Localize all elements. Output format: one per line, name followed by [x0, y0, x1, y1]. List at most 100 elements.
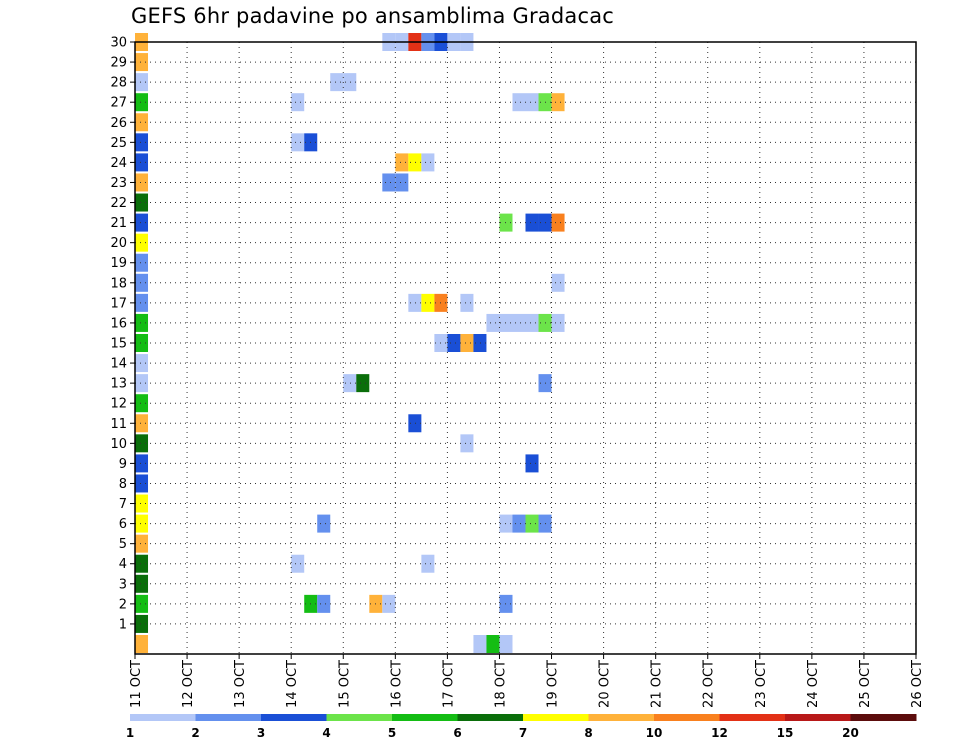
y-tick-label: 28 — [110, 76, 127, 91]
heatmap-cell — [135, 273, 149, 292]
heatmap-cell — [486, 313, 500, 332]
heatmap-cell — [135, 313, 149, 332]
heatmap-cell — [343, 73, 357, 92]
heatmap-cell — [486, 635, 500, 653]
y-tick-label: 22 — [110, 196, 127, 211]
heatmap-cell — [135, 173, 149, 192]
heatmap-cell — [512, 93, 526, 112]
y-tick-label: 3 — [119, 577, 127, 592]
y-tick-label: 13 — [110, 377, 127, 392]
colorbar-label: 3 — [257, 726, 265, 740]
heatmap-cell — [356, 374, 370, 393]
y-tick-label: 10 — [110, 437, 127, 452]
colorbar-label: 5 — [388, 726, 396, 740]
heatmap-cell — [447, 334, 461, 352]
y-tick-label: 26 — [110, 116, 127, 131]
heatmap-cell — [499, 635, 513, 653]
heatmap-cell — [408, 153, 422, 172]
x-tick-label: 16 OCT — [389, 660, 404, 708]
heatmap-cell — [460, 334, 474, 352]
colorbar-swatch — [130, 714, 196, 721]
heatmap-cell — [135, 374, 149, 393]
y-tick-label: 9 — [119, 457, 127, 472]
y-tick-label: 23 — [110, 176, 127, 191]
heatmap-cell — [421, 554, 435, 573]
heatmap-cell — [460, 434, 474, 453]
heatmap-cell — [135, 534, 149, 553]
x-tick-label: 19 OCT — [546, 660, 561, 708]
colorbar-label: 1 — [126, 726, 134, 740]
heatmap-cell — [473, 334, 487, 352]
y-tick-label: 21 — [110, 216, 127, 231]
x-tick-label: 15 OCT — [337, 660, 352, 708]
colorbar-swatch — [654, 714, 720, 721]
heatmap-cell — [473, 635, 487, 653]
heatmap-cell — [551, 273, 565, 292]
y-tick-label: 1 — [119, 617, 127, 632]
colorbar-label: 4 — [322, 726, 330, 740]
colorbar-label: 7 — [519, 726, 527, 740]
heatmap-cell — [382, 594, 396, 613]
heatmap-cell — [135, 354, 149, 373]
heatmap-cell — [291, 133, 305, 152]
heatmap-cell — [135, 334, 149, 352]
heatmap-cell — [291, 93, 305, 112]
y-tick-label: 17 — [110, 296, 127, 311]
x-tick-label: 21 OCT — [650, 660, 665, 708]
heatmap-cell — [135, 73, 149, 92]
heatmap-cell — [135, 594, 149, 613]
heatmap-cell — [512, 514, 526, 533]
y-tick-label: 15 — [110, 337, 127, 352]
heatmap-cell — [551, 213, 565, 232]
x-tick-label: 24 OCT — [806, 660, 821, 708]
x-tick-label: 18 OCT — [493, 660, 508, 708]
colorbar-label: 6 — [453, 726, 461, 740]
heatmap-cell — [135, 554, 149, 573]
heatmap-cell — [395, 153, 409, 172]
heatmap-cell — [330, 73, 344, 92]
y-tick-label: 8 — [119, 477, 127, 492]
x-tick-label: 25 OCT — [858, 660, 873, 708]
colorbar-label: 10 — [646, 726, 663, 740]
y-tick-label: 19 — [110, 256, 127, 271]
heatmap-cell — [317, 514, 331, 533]
heatmap-cell — [525, 454, 539, 473]
heatmap-cell — [317, 594, 331, 613]
heatmap-cell — [135, 614, 149, 633]
heatmap-cell — [135, 213, 149, 232]
heatmap-cell — [408, 414, 422, 433]
heatmap-cell — [408, 293, 422, 312]
heatmap-cell — [135, 474, 149, 493]
y-tick-label: 6 — [119, 517, 127, 532]
heatmap-cell — [135, 514, 149, 533]
heatmap-cell — [135, 394, 149, 413]
heatmap-cell — [343, 374, 357, 393]
heatmap-cell — [382, 173, 396, 192]
y-tick-label: 4 — [119, 557, 127, 572]
y-tick-label: 24 — [110, 156, 127, 171]
heatmap-cell — [135, 113, 149, 132]
heatmap-cell — [551, 313, 565, 332]
colorbar-swatch — [785, 714, 851, 721]
y-tick-label: 20 — [110, 236, 127, 251]
x-tick-label: 17 OCT — [441, 660, 456, 708]
heatmap-cell — [135, 193, 149, 212]
heatmap-cell — [525, 213, 539, 232]
heatmap-cell — [135, 153, 149, 172]
x-tick-label: 12 OCT — [181, 660, 196, 708]
y-tick-label: 14 — [110, 357, 127, 372]
x-tick-label: 11 OCT — [129, 660, 144, 708]
heatmap-cell — [135, 434, 149, 453]
heatmap-cell — [135, 414, 149, 433]
plot-grid — [135, 41, 916, 654]
y-tick-label: 29 — [110, 56, 127, 71]
heatmap-cell — [525, 514, 539, 533]
colorbar-swatch — [326, 714, 393, 721]
heatmap-cell — [135, 133, 149, 152]
colorbar-swatch — [719, 714, 786, 721]
chart-title: GEFS 6hr padavine po ansamblima Gradacac — [131, 4, 615, 28]
x-tick-label: 14 OCT — [285, 660, 300, 708]
heatmap-cell — [135, 53, 149, 72]
colorbar-swatch — [457, 714, 524, 721]
